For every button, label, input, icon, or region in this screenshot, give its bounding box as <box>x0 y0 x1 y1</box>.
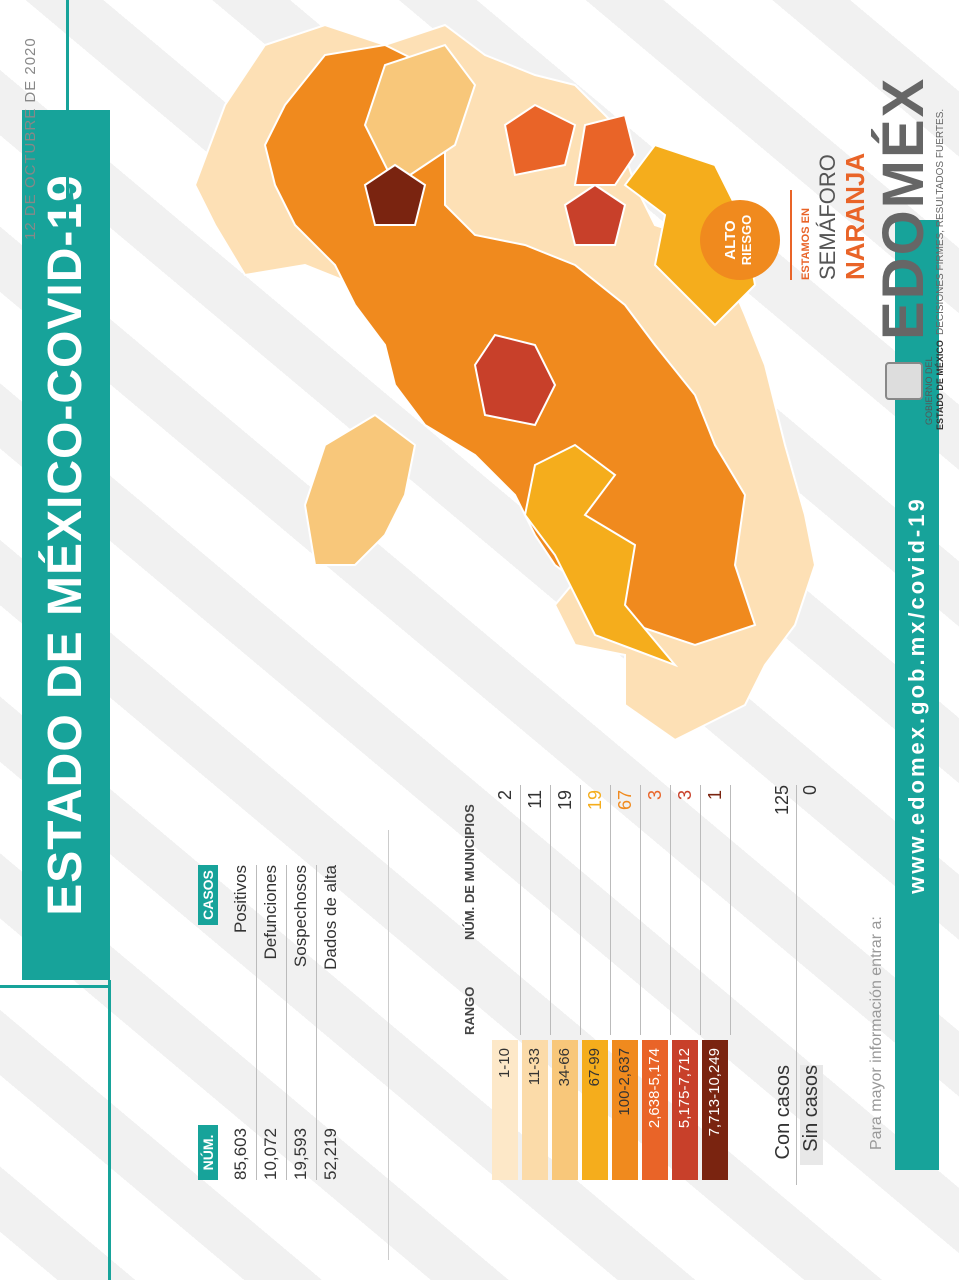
con-casos-label: Con casos <box>772 1065 794 1160</box>
divider <box>316 865 317 1180</box>
divider <box>550 785 551 1035</box>
divider <box>286 865 287 1180</box>
summary-num: 10,072 <box>261 1128 280 1180</box>
summary-col-casos: CASOS <box>198 865 218 925</box>
summary-label: Dados de alta <box>321 865 340 970</box>
sin-casos-value: 0 <box>800 785 820 796</box>
legend-swatch: 1-10 <box>492 1040 518 1180</box>
sin-casos-label: Sin casos <box>800 1065 823 1165</box>
map-region-red <box>563 183 627 246</box>
summary-num: 52,219 <box>321 1128 340 1180</box>
info-text: Para mayor información entrar a: <box>868 916 885 1150</box>
summary-num: 19,593 <box>291 1128 310 1180</box>
gov-line1: GOBIERNO DEL <box>924 356 934 425</box>
totals-block: Con casos 125 Sin casos 0 <box>770 785 840 1185</box>
legend-count: 67 <box>615 790 635 811</box>
legend-swatch: 11-33 <box>522 1040 548 1180</box>
risk-badge-bottom: RIESGO <box>739 214 754 266</box>
divider <box>730 785 731 1035</box>
municipality-map <box>193 23 817 742</box>
edomex-logo: EDOMÉX <box>871 76 936 340</box>
map-region-tan <box>303 413 417 566</box>
legend-swatch: 34-66 <box>552 1040 578 1180</box>
legend-swatch: 100-2,637 <box>612 1040 638 1180</box>
semaforo-line1: ESTAMOS EN <box>800 208 812 280</box>
semaforo-line2: SEMÁFORO <box>815 154 840 280</box>
title-underline <box>108 980 111 1280</box>
legend-count: 1 <box>705 790 725 801</box>
gov-line2: ESTADO DE MÉXICO <box>935 340 945 430</box>
divider <box>640 785 641 1035</box>
divider <box>796 785 797 1185</box>
legend-count: 2 <box>495 790 515 801</box>
summary-num: 85,603 <box>231 1128 250 1180</box>
summary-label: Positivos <box>231 865 250 934</box>
summary-label: Defunciones <box>261 865 280 960</box>
legend-count: 11 <box>525 790 545 809</box>
map-region-orange-red <box>573 113 637 186</box>
semaforo-separator <box>790 190 792 280</box>
edomex-tagline: DECISIONES FIRMES, RESULTADOS FUERTES. <box>935 108 946 335</box>
title-accent-line <box>0 985 110 988</box>
divider <box>256 865 257 1180</box>
divider <box>610 785 611 1035</box>
divider <box>520 785 521 1035</box>
legend-swatch: 2,638-5,174 <box>642 1040 668 1180</box>
legend-table: RANGO NÚM. DE MUNICIPIOS 1-10 2 11-33 11 34-… <box>430 785 731 1185</box>
map-region-tan <box>363 43 477 187</box>
date-accent-line <box>66 0 69 230</box>
summary-label: Sospechosos <box>291 865 310 968</box>
summary-table: NÚM. CASOS 85,603 Positivos 10,072 Defun… <box>198 865 358 1185</box>
divider <box>670 785 671 1035</box>
legend-col-rango: RANGO <box>462 986 477 1035</box>
legend-swatch: 67-99 <box>582 1040 608 1180</box>
map-region-red <box>473 333 557 427</box>
state-seal-icon <box>885 362 923 400</box>
map-region-yellow <box>523 443 679 668</box>
legend-swatch: 7,713-10,249 <box>702 1040 728 1180</box>
semaforo-line3: NARANJA <box>840 152 870 280</box>
con-casos-value: 125 <box>772 785 792 816</box>
divider <box>580 785 581 1035</box>
risk-badge: ALTO RIESGO <box>700 200 780 280</box>
map-region-orange-red <box>503 103 577 177</box>
report-date: 12 DE OCTUBRE DE 2020 <box>22 37 39 240</box>
risk-badge-top: ALTO <box>722 220 739 260</box>
divider <box>700 785 701 1035</box>
legend-col-municipios: NÚM. DE MUNICIPIOS <box>462 804 477 940</box>
legend-count: 19 <box>585 790 605 811</box>
map-region-dark <box>363 163 427 226</box>
summary-col-num: NÚM. <box>198 1125 218 1180</box>
legend-count: 3 <box>675 790 695 801</box>
legend-count: 19 <box>555 790 575 811</box>
section-divider <box>388 830 389 1260</box>
legend-count: 3 <box>645 790 665 801</box>
legend-swatch: 5,175-7,712 <box>672 1040 698 1180</box>
page-title: ESTADO DE MÉXICO-COVID-19 <box>39 174 92 916</box>
